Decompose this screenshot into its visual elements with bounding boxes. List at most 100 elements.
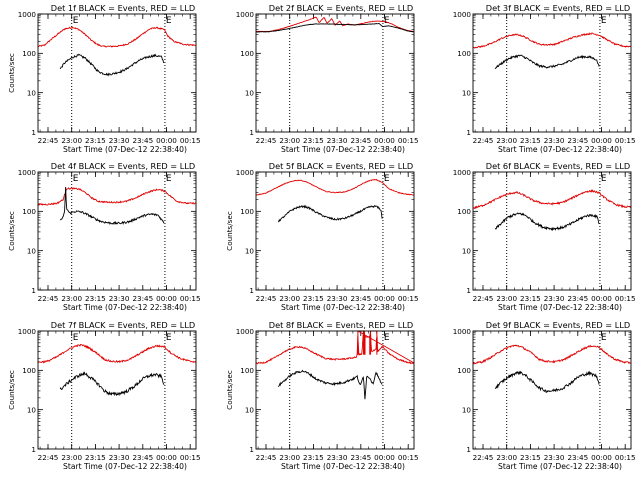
event-marker-label: E bbox=[601, 174, 607, 184]
series-events-line bbox=[255, 23, 414, 33]
x-tick-label: 23:15 bbox=[85, 136, 106, 145]
event-marker-label: E bbox=[601, 16, 607, 26]
y-tick-label: 1 bbox=[31, 445, 36, 454]
series-lld-line bbox=[255, 330, 415, 365]
panel-title: Det 2f BLACK = Events, RED = LLD bbox=[269, 3, 413, 13]
series-lld-line bbox=[255, 16, 414, 33]
y-tick-label: 1 bbox=[249, 128, 254, 137]
y-axis-label: Counts/sec bbox=[225, 211, 234, 251]
plot-frame bbox=[472, 13, 632, 133]
y-tick-label: 1000 bbox=[236, 10, 255, 19]
y-tick-label: 10 bbox=[462, 88, 472, 97]
x-tick-label: 23:00 bbox=[61, 294, 82, 303]
x-tick-label: 00:15 bbox=[615, 453, 636, 462]
x-tick-label: 22:45 bbox=[473, 453, 494, 462]
x-tick-label: 22:45 bbox=[256, 136, 277, 145]
x-axis-label: Start Time (07-Dec-12 22:38:40) bbox=[498, 145, 622, 154]
y-axis-label: Counts/sec bbox=[225, 370, 234, 410]
series-events-line bbox=[59, 187, 165, 226]
x-tick-label: 23:15 bbox=[85, 294, 106, 303]
y-tick-label: 1000 bbox=[18, 327, 37, 336]
x-axis-label: Start Time (07-Dec-12 22:38:40) bbox=[63, 303, 187, 312]
x-tick-label: 23:00 bbox=[279, 294, 300, 303]
x-tick-label: 23:45 bbox=[132, 294, 153, 303]
x-tick-label: 00:00 bbox=[156, 294, 177, 303]
x-axis-label: Start Time (07-Dec-12 22:38:40) bbox=[498, 462, 622, 471]
y-tick-label: 1 bbox=[466, 445, 471, 454]
y-tick-label: 10 bbox=[245, 405, 255, 414]
plot-frame bbox=[255, 171, 415, 291]
x-tick-label: 00:00 bbox=[591, 453, 612, 462]
y-tick-label: 1000 bbox=[453, 327, 472, 336]
x-tick-label: 23:30 bbox=[109, 294, 130, 303]
x-tick-label: 22:45 bbox=[473, 136, 494, 145]
plot-frame bbox=[37, 330, 197, 450]
x-tick-label: 22:45 bbox=[38, 136, 59, 145]
x-tick-label: 22:45 bbox=[38, 453, 59, 462]
y-tick-label: 100 bbox=[240, 366, 254, 375]
panel-det-3: Det 3f BLACK = Events, RED = LLD 1 10 100 10… bbox=[453, 3, 636, 154]
panel-title: Det 4f BLACK = Events, RED = LLD bbox=[51, 161, 195, 171]
x-tick-label: 00:00 bbox=[156, 136, 177, 145]
x-axis-label: Start Time (07-Dec-12 22:38:40) bbox=[63, 145, 187, 154]
plot-frame bbox=[37, 171, 197, 291]
x-tick-label: 22:45 bbox=[256, 453, 277, 462]
x-tick-label: 00:00 bbox=[374, 294, 395, 303]
event-marker-label: E bbox=[73, 16, 79, 26]
x-tick-label: 00:00 bbox=[374, 136, 395, 145]
x-tick-label: 23:45 bbox=[132, 136, 153, 145]
y-axis-label: Counts/sec bbox=[7, 53, 16, 93]
x-tick-label: 00:15 bbox=[615, 294, 636, 303]
x-tick-label: 22:45 bbox=[473, 294, 494, 303]
x-tick-label: 00:15 bbox=[180, 453, 201, 462]
panel-det-4: Det 4f BLACK = Events, RED = LLD 1 10 100 10… bbox=[7, 161, 201, 312]
x-tick-label: 23:45 bbox=[350, 294, 371, 303]
x-tick-label: 23:00 bbox=[279, 136, 300, 145]
plot-frame bbox=[255, 330, 415, 450]
plot-frame bbox=[472, 330, 632, 450]
y-tick-label: 100 bbox=[457, 366, 471, 375]
y-tick-label: 1 bbox=[466, 286, 471, 295]
series-lld-line bbox=[472, 189, 632, 210]
y-tick-label: 1 bbox=[466, 128, 471, 137]
y-tick-label: 100 bbox=[22, 49, 36, 58]
x-tick-label: 23:15 bbox=[520, 294, 541, 303]
x-tick-label: 00:00 bbox=[591, 136, 612, 145]
panel-det-9: Det 9f BLACK = Events, RED = LLD 1 10 100 10… bbox=[453, 320, 636, 471]
panel-title: Det 1f BLACK = Events, RED = LLD bbox=[51, 3, 195, 13]
event-marker-label: E bbox=[166, 16, 172, 26]
y-tick-label: 10 bbox=[462, 246, 472, 255]
y-tick-label: 10 bbox=[27, 88, 37, 97]
y-tick-label: 1 bbox=[249, 445, 254, 454]
x-tick-label: 23:45 bbox=[567, 136, 588, 145]
x-tick-label: 23:00 bbox=[61, 453, 82, 462]
y-tick-label: 10 bbox=[27, 246, 37, 255]
x-tick-label: 22:45 bbox=[38, 294, 59, 303]
y-tick-label: 1000 bbox=[18, 168, 37, 177]
panel-det-8: Det 8f BLACK = Events, RED = LLD 1 10 100 10… bbox=[225, 320, 419, 471]
y-tick-label: 10 bbox=[27, 405, 37, 414]
event-marker-label: E bbox=[384, 333, 390, 343]
x-tick-label: 23:15 bbox=[85, 453, 106, 462]
x-tick-label: 23:00 bbox=[61, 136, 82, 145]
series-lld-line bbox=[37, 187, 196, 206]
x-tick-label: 23:45 bbox=[132, 453, 153, 462]
series-events-line bbox=[494, 370, 600, 393]
y-tick-label: 100 bbox=[457, 207, 471, 216]
x-tick-label: 00:00 bbox=[156, 453, 177, 462]
panel-det-1: Det 1f BLACK = Events, RED = LLD 1 10 100 10… bbox=[7, 3, 201, 154]
series-events-line bbox=[59, 53, 165, 77]
series-lld-line bbox=[472, 344, 631, 365]
series-events-line bbox=[494, 212, 600, 232]
panel-title: Det 9f BLACK = Events, RED = LLD bbox=[486, 320, 630, 330]
event-marker-label: E bbox=[73, 333, 79, 343]
x-tick-label: 23:30 bbox=[327, 453, 348, 462]
x-tick-label: 00:15 bbox=[398, 136, 419, 145]
y-tick-label: 1 bbox=[31, 128, 36, 137]
x-tick-label: 23:30 bbox=[109, 453, 130, 462]
x-tick-label: 00:00 bbox=[374, 453, 395, 462]
y-tick-label: 1000 bbox=[236, 327, 255, 336]
x-tick-label: 00:15 bbox=[180, 136, 201, 145]
panel-title: Det 7f BLACK = Events, RED = LLD bbox=[51, 320, 195, 330]
x-tick-label: 23:15 bbox=[303, 294, 324, 303]
